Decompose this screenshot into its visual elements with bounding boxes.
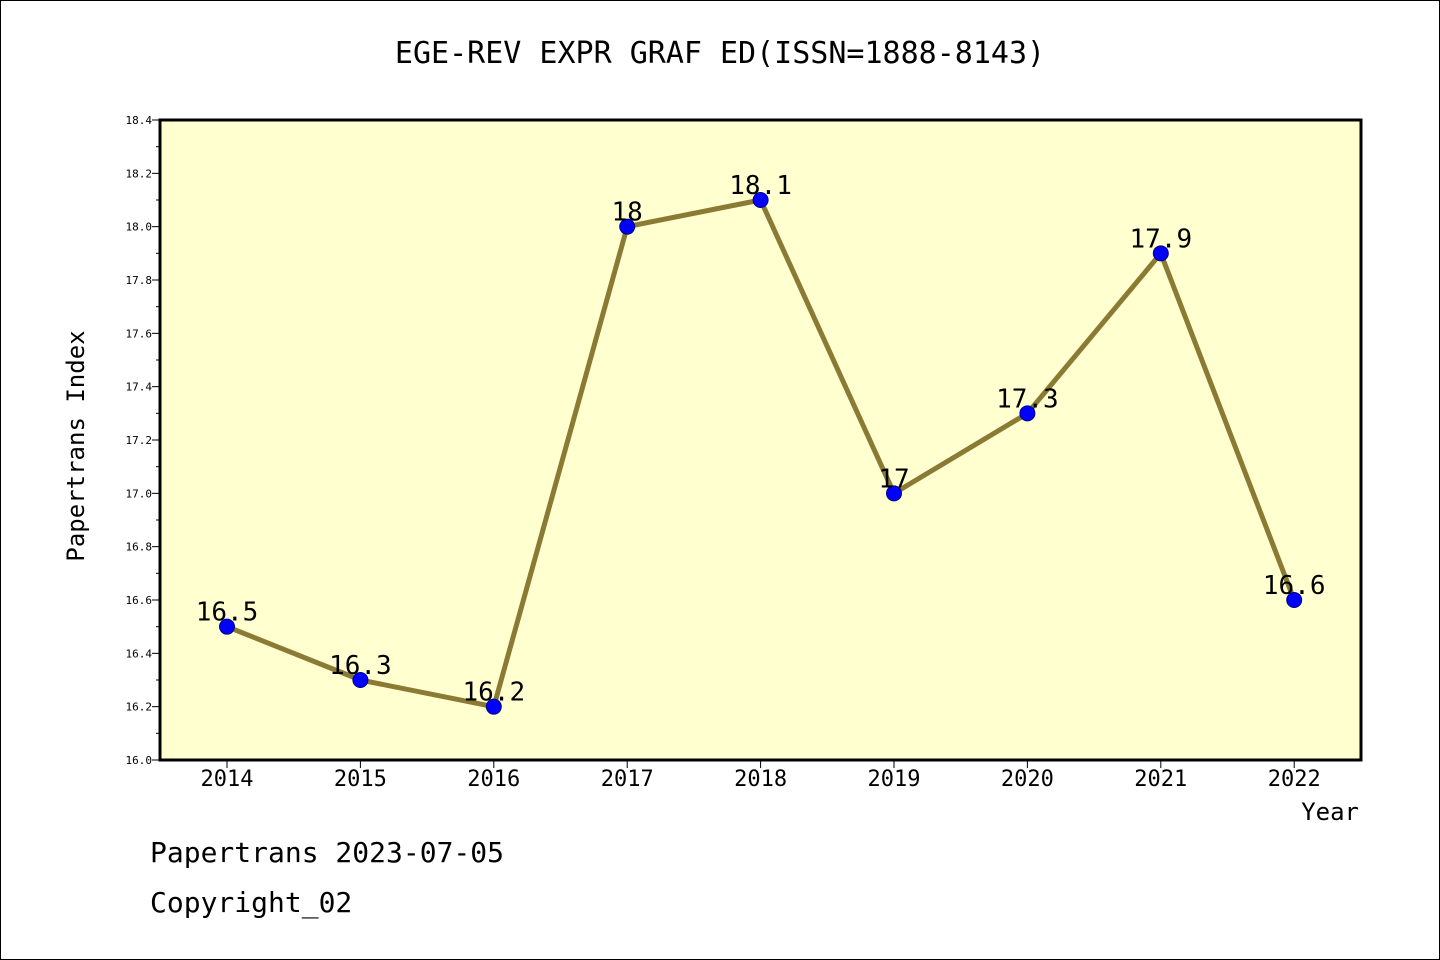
x-tick-label: 2022 — [1268, 767, 1321, 792]
x-tick-label: 2015 — [334, 767, 387, 792]
y-tick-label: 16.8 — [126, 541, 153, 554]
x-tick-label: 2017 — [601, 767, 654, 792]
y-tick-label: 17.4 — [126, 381, 153, 394]
data-label: 18 — [612, 198, 643, 228]
data-points — [219, 192, 1303, 715]
y-tick-label: 16.0 — [126, 754, 153, 767]
data-point — [619, 218, 636, 235]
data-label: 17 — [878, 464, 909, 494]
y-tick-label: 16.2 — [126, 701, 153, 714]
y-tick-label: 18.4 — [126, 114, 153, 127]
data-point — [1019, 405, 1036, 422]
data-point — [485, 698, 502, 715]
data-point — [886, 485, 902, 502]
data-point — [1152, 245, 1169, 262]
x-tick-label: 2021 — [1134, 767, 1187, 792]
y-axis-label: Papertrans Index — [62, 330, 90, 561]
footer-date: Papertrans 2023-07-05 — [150, 836, 505, 869]
x-tick-label: 2019 — [868, 767, 921, 792]
x-tick-label: 2018 — [734, 767, 787, 792]
y-tick-label: 17.0 — [126, 487, 153, 500]
data-label: 16.6 — [1263, 571, 1326, 601]
x-tick-label: 2016 — [467, 767, 520, 792]
footer-copyright: Copyright_02 — [150, 886, 353, 919]
data-label: 17.9 — [1129, 224, 1192, 254]
data-point — [752, 192, 769, 208]
data-point — [352, 672, 369, 688]
data-label: 17.3 — [996, 384, 1059, 414]
data-point — [1286, 592, 1303, 608]
x-axis: 2014 2015 2016 2017 2018 2019 2020 2021 2022 — [201, 760, 1321, 792]
plot-border — [158, 118, 1363, 762]
y-tick-label: 16.4 — [126, 647, 153, 660]
x-axis-label: Year — [1301, 798, 1359, 826]
y-tick-label: 16.6 — [126, 594, 153, 607]
data-label: 16.3 — [329, 651, 392, 681]
data-label: 16.5 — [196, 598, 259, 628]
data-label: 18.1 — [729, 171, 792, 201]
data-labels: 16.5 16.3 16.2 18 18.1 17 17.3 17.9 16.6 — [196, 171, 1326, 708]
y-tick-label: 18.2 — [126, 167, 153, 180]
y-tick-label: 17.2 — [126, 434, 153, 447]
y-tick-label: 17.6 — [126, 327, 153, 340]
y-axis: 16.0 16.2 16.4 16.6 16.8 17.0 17.2 17.4 17.6 17.8… — [126, 114, 160, 767]
x-tick-label: 2014 — [201, 767, 254, 792]
data-point — [219, 618, 235, 635]
data-label: 16.2 — [462, 678, 525, 708]
plot-area — [160, 120, 1361, 760]
x-tick-label: 2020 — [1001, 767, 1054, 792]
y-tick-label: 17.8 — [126, 274, 153, 287]
chart-title: EGE-REV EXPR GRAF ED(ISSN=1888-8143) — [394, 36, 1046, 71]
y-tick-label: 18.0 — [126, 221, 153, 234]
